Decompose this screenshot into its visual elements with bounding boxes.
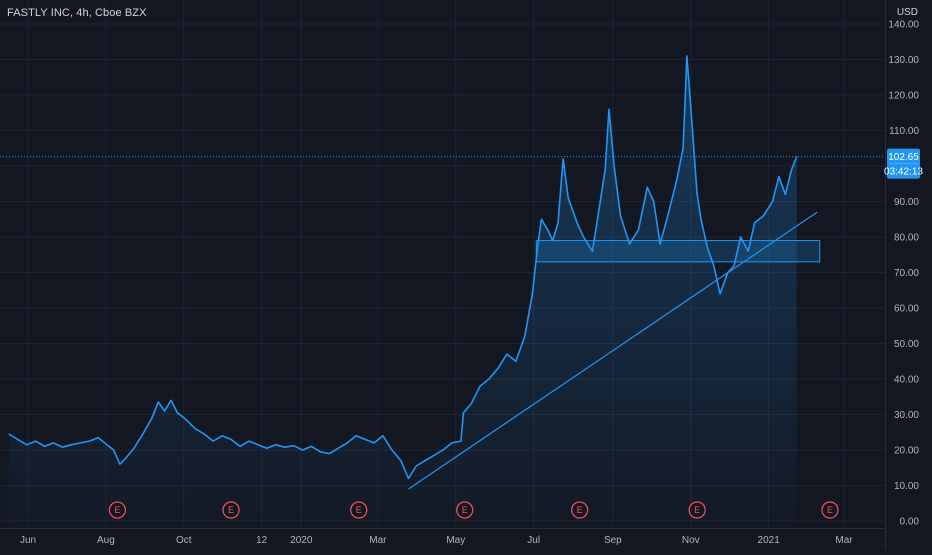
earnings-marker[interactable]: E (222, 501, 240, 519)
x-tick-label: 12 (256, 535, 268, 546)
x-tick-label: Mar (369, 535, 387, 546)
y-tick-label: 30.00 (894, 410, 919, 421)
earnings-label: E (577, 505, 583, 515)
y-tick-label: 140.00 (888, 20, 919, 31)
earnings-label: E (228, 505, 234, 515)
last-price-value: 102.65 (888, 152, 919, 163)
x-tick-label: Oct (176, 535, 192, 546)
earnings-circle (222, 501, 240, 519)
earnings-circle (456, 501, 474, 519)
x-tick-label: Mar (835, 535, 853, 546)
earnings-circle (350, 501, 368, 519)
support-zone[interactable] (535, 240, 821, 263)
support-zone-rect[interactable] (535, 240, 821, 263)
earnings-marker[interactable]: E (571, 501, 589, 519)
price-area-fill (8, 55, 797, 522)
y-tick-label: 70.00 (894, 268, 919, 279)
price-line (8, 55, 798, 480)
y-tick-label: 20.00 (894, 446, 919, 457)
y-tick-label: 130.00 (888, 55, 919, 66)
y-tick-label: 80.00 (894, 233, 919, 244)
earnings-circle (108, 501, 126, 519)
earnings-marker[interactable]: E (821, 501, 839, 519)
earnings-circle (821, 501, 839, 519)
x-tick-label: Nov (682, 535, 700, 546)
y-tick-label: 90.00 (894, 197, 919, 208)
symbol-title[interactable]: FASTLY INC, 4h, Cboe BZX (7, 7, 147, 19)
earnings-marker[interactable]: E (350, 501, 368, 519)
earnings-marker[interactable]: E (108, 501, 126, 519)
price-area (8, 55, 797, 522)
currency-label: USD (896, 7, 918, 18)
last-price-tag: 102.65 03:42:13 (884, 148, 923, 179)
x-tick-label: Jun (20, 535, 36, 546)
earnings-circle (571, 501, 589, 519)
x-tick-label: Jul (527, 535, 540, 546)
earnings-marker[interactable]: E (688, 501, 706, 519)
y-tick-label: 10.00 (894, 481, 919, 492)
x-tick-label: Sep (604, 535, 622, 546)
x-tick-label: May (446, 535, 465, 546)
earnings-circle (688, 501, 706, 519)
earnings-label: E (114, 505, 120, 515)
price-line-group (8, 55, 798, 480)
earnings-label: E (827, 505, 833, 515)
trendline-group[interactable] (0, 156, 885, 490)
earnings-label: E (356, 505, 362, 515)
y-tick-label: 50.00 (894, 339, 919, 350)
y-tick-label: 60.00 (894, 304, 919, 315)
earnings-label: E (694, 505, 700, 515)
y-tick-label: 120.00 (888, 91, 919, 102)
y-tick-label: 110.00 (889, 126, 919, 137)
time-axis[interactable]: Jun Aug Oct 12 2020 Mar May Jul Sep Nov 2021 Mar (0, 528, 885, 547)
x-tick-label: Aug (97, 535, 115, 546)
x-tick-label: 2021 (758, 535, 781, 546)
y-tick-label: 0.00 (900, 517, 920, 528)
earnings-marker[interactable]: E (456, 501, 474, 519)
price-axis[interactable]: 140.00130.00120.00110.00100.0090.0080.00… (885, 0, 920, 550)
trendline[interactable] (408, 211, 818, 490)
x-tick-label: 2020 (290, 535, 313, 546)
earnings-label: E (462, 505, 468, 515)
bar-countdown: 03:42:13 (884, 167, 923, 178)
y-tick-label: 40.00 (894, 375, 919, 386)
price-tag-box (887, 148, 920, 179)
